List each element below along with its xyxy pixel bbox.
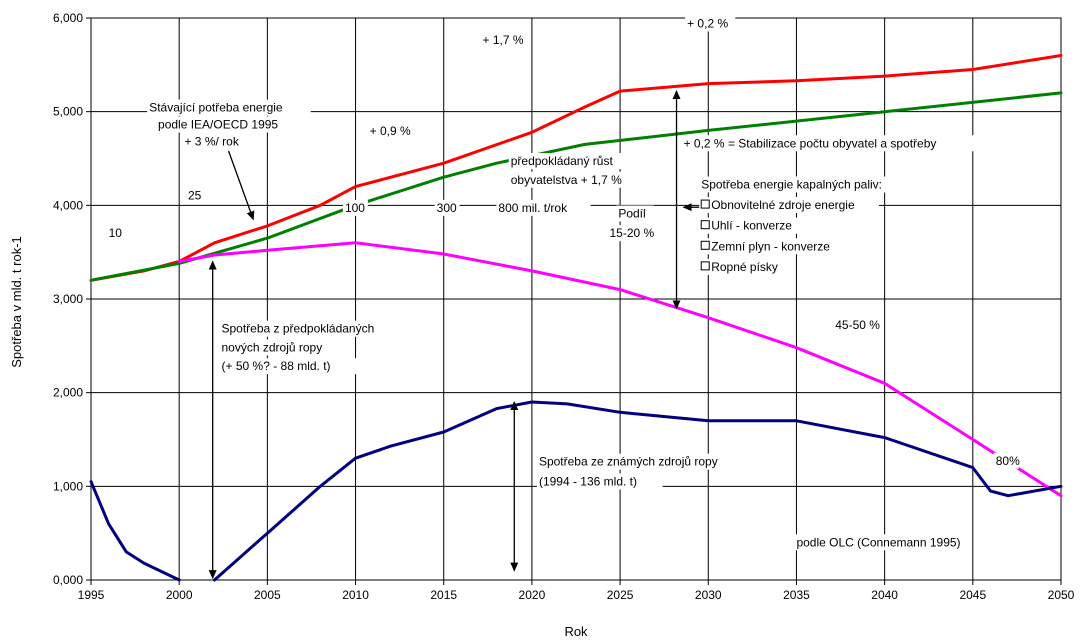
y-tick-label: 3,000 <box>53 292 83 306</box>
annotation-bg <box>699 176 914 193</box>
annotation-arrow <box>227 150 255 221</box>
series-line-2 <box>177 241 1063 498</box>
annotation-bg <box>536 473 663 490</box>
annotation-bg <box>508 171 641 188</box>
x-tick-label: 2010 <box>342 588 369 602</box>
annotation-label: 80% <box>996 454 1020 468</box>
annotation-label: + 3 %/ rok <box>184 134 239 148</box>
annotation-bg <box>182 133 252 150</box>
legend-box-icon <box>700 220 710 230</box>
annotation-label: Spotřeba z předpokládaných <box>222 322 375 336</box>
annotation-bg <box>106 225 126 242</box>
annotation-bg <box>681 135 984 152</box>
annotation-bg <box>616 205 654 222</box>
annotation-bg <box>367 123 418 140</box>
legend-box-icon <box>700 261 710 271</box>
legend-box-icon <box>700 240 710 250</box>
annotation-label: 300 <box>437 201 457 215</box>
y-tick-label: 5,000 <box>53 105 83 119</box>
x-tick-label: 2030 <box>695 588 722 602</box>
annotation-label: podle OLC (Connemann 1995) <box>796 535 960 549</box>
series-line-3 <box>89 480 181 582</box>
annotation-bg <box>496 199 591 216</box>
y-tick-label: 4,000 <box>53 198 83 212</box>
annotation-label: předpokládaný růst <box>511 154 614 168</box>
annotation-label: podle IEA/OECD 1995 <box>158 118 278 132</box>
x-tick-label: 2050 <box>1048 588 1075 602</box>
annotation-bg <box>794 534 971 551</box>
annotation-bg <box>480 32 531 49</box>
annotation-bg <box>536 453 739 470</box>
annotation-label: 15-20 % <box>610 226 655 240</box>
x-tick-label: 2000 <box>166 588 193 602</box>
x-tick-label: 2025 <box>607 588 634 602</box>
series-line-0 <box>89 54 1063 282</box>
annotation-label: Zemní plyn - konverze <box>711 239 830 253</box>
annotation-label: Uhlí - konverze <box>711 219 792 233</box>
annotation-bg <box>699 217 810 234</box>
x-tick-label: 2015 <box>430 588 457 602</box>
annotation-bg <box>833 316 884 333</box>
annotation-bg <box>699 258 785 275</box>
annotation-bg <box>434 199 460 216</box>
annotation-label: Spotřeba energie kapalných paliv: <box>701 177 882 191</box>
annotation-bg <box>156 116 282 133</box>
x-tick-label: 1995 <box>78 588 105 602</box>
annotation-label: 800 mil. t/rok <box>498 201 568 215</box>
annotation-label: 25 <box>188 189 202 203</box>
x-tick-label: 2005 <box>254 588 281 602</box>
annotation-bg <box>219 339 339 356</box>
annotation-label: 100 <box>345 201 365 215</box>
annotation-label: Obnovitelné zdroje energie <box>711 198 855 212</box>
x-tick-label: 2020 <box>519 588 546 602</box>
annotation-bg <box>219 358 358 375</box>
annotation-bg <box>607 225 658 242</box>
annotation-label: + 1,7 % <box>483 33 524 47</box>
annotation-bg <box>219 320 390 337</box>
annotation-bg <box>993 452 1019 469</box>
annotation-bg <box>342 199 368 216</box>
legend-box-icon <box>700 199 710 209</box>
series-line-4 <box>213 400 1063 582</box>
annotation-label: Spotřeba ze známých zdrojů ropy <box>539 455 718 469</box>
annotation-label: + 0,2 % <box>687 16 728 30</box>
annotation-bg <box>147 99 311 116</box>
x-tick-label: 2040 <box>871 588 898 602</box>
y-tick-label: 6,000 <box>53 11 83 25</box>
annotation-bg <box>699 197 880 214</box>
annotation-label: (+ 50 %? - 88 mld. t) <box>222 359 331 373</box>
series-line-1 <box>89 91 1063 282</box>
annotation-label: + 0,9 % <box>370 124 411 138</box>
annotation-label: nových zdrojů ropy <box>222 340 323 354</box>
x-tick-label: 2045 <box>959 588 986 602</box>
annotation-label: Ropné písky <box>711 260 778 274</box>
x-axis-title: Rok <box>564 624 588 639</box>
annotation-label: Stávající potřeba energie <box>149 101 283 115</box>
annotation-label: obyvatelstva + 1,7 % <box>511 173 622 187</box>
y-tick-label: 1,000 <box>53 479 83 493</box>
annotation-bg <box>699 238 848 255</box>
annotation-bg <box>685 15 736 32</box>
y-tick-label: 2,000 <box>53 386 83 400</box>
annotation-label: 45-50 % <box>835 318 880 332</box>
annotation-label: 10 <box>109 226 123 240</box>
annotation-bg <box>186 187 205 204</box>
y-axis-title: Spotřeba v mld. t rok-1 <box>9 236 24 368</box>
annotation-label: (1994 - 136 mld. t) <box>539 474 637 488</box>
annotation-label: + 0,2 % = Stabilizace počtu obyvatel a s… <box>684 136 937 150</box>
annotation-label: Podíl <box>618 207 645 221</box>
y-tick-label: 0,000 <box>53 573 83 587</box>
annotation-bg <box>508 153 629 170</box>
x-tick-label: 2035 <box>783 588 810 602</box>
